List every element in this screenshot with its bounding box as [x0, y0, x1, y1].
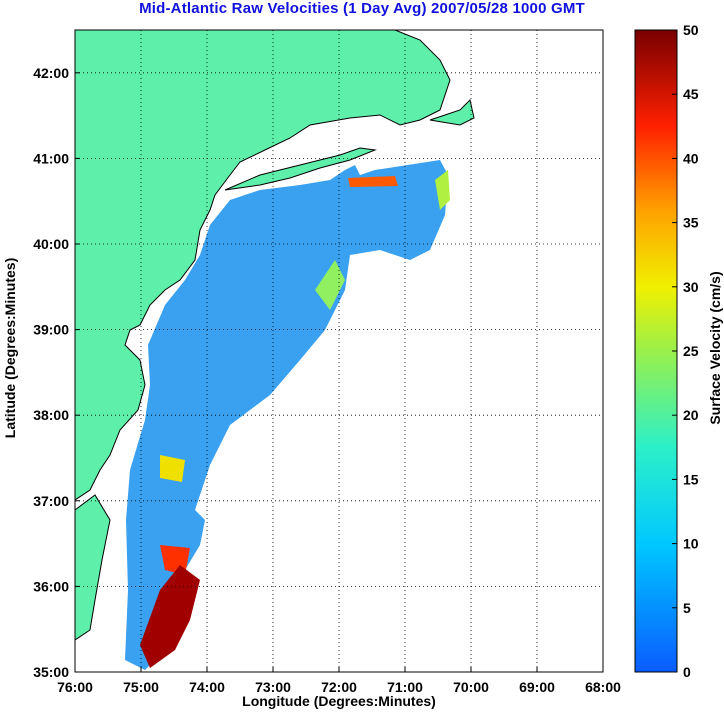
velocity-band-east [315, 260, 345, 310]
plot-title: Mid-Atlantic Raw Velocities (1 Day Avg) … [139, 0, 585, 17]
colorbar-tick-label: 0 [683, 664, 691, 680]
velocity-band-ne [435, 170, 450, 210]
land-long-island [224, 147, 377, 191]
x-tick-label: 69:00 [519, 679, 555, 695]
colorbar-ticks: 0 5 10 15 20 25 30 35 40 45 50 [672, 22, 699, 680]
y-tick-label: 41:00 [33, 150, 69, 166]
y-tick-label: 39:00 [33, 322, 69, 338]
x-tick-label: 71:00 [387, 679, 423, 695]
land-delmarva [75, 494, 111, 641]
x-tick-label: 73:00 [255, 679, 291, 695]
y-tick-label: 42:00 [33, 65, 69, 81]
colorbar-tick-label: 40 [683, 150, 699, 166]
x-axis-ticks: 76:00 75:00 74:00 73:00 72:00 71:00 70:00 69:00… [57, 667, 621, 695]
land-cape-cod [429, 99, 475, 126]
x-tick-label: 72:00 [321, 679, 357, 695]
y-tick-label: 35:00 [33, 664, 69, 680]
y-axis-ticks: 35:00 36:00 37:00 38:00 39:00 40:00 41:00 42:00 [33, 65, 80, 680]
colorbar-tick-label: 10 [683, 536, 699, 552]
velocity-field [125, 160, 448, 670]
x-tick-label: 74:00 [189, 679, 225, 695]
velocity-hotspot-shelf-edge [140, 565, 200, 668]
y-tick-label: 37:00 [33, 493, 69, 509]
velocity-hotspot-north [348, 176, 398, 187]
x-tick-label: 75:00 [123, 679, 159, 695]
colorbar-tick-label: 5 [683, 600, 691, 616]
x-axis-label: Longitude (Degrees:Minutes) [242, 693, 436, 709]
x-tick-label: 76:00 [57, 679, 93, 695]
x-tick-label: 70:00 [453, 679, 489, 695]
y-tick-label: 36:00 [33, 578, 69, 594]
colorbar-tick-label: 25 [683, 343, 699, 359]
colorbar [634, 29, 678, 673]
y-tick-label: 38:00 [33, 407, 69, 423]
colorbar-tick-label: 45 [683, 86, 699, 102]
land-mainland [75, 30, 451, 501]
y-tick-label: 40:00 [33, 236, 69, 252]
colorbar-tick-label: 50 [683, 22, 699, 38]
colorbar-tick-label: 20 [683, 407, 699, 423]
colorbar-tick-label: 15 [683, 471, 699, 487]
colorbar-tick-label: 30 [683, 279, 699, 295]
x-tick-label: 68:00 [585, 679, 621, 695]
grid-lines [75, 30, 603, 672]
colorbar-tick-label: 35 [683, 215, 699, 231]
velocity-hotspot-mid [160, 455, 185, 482]
